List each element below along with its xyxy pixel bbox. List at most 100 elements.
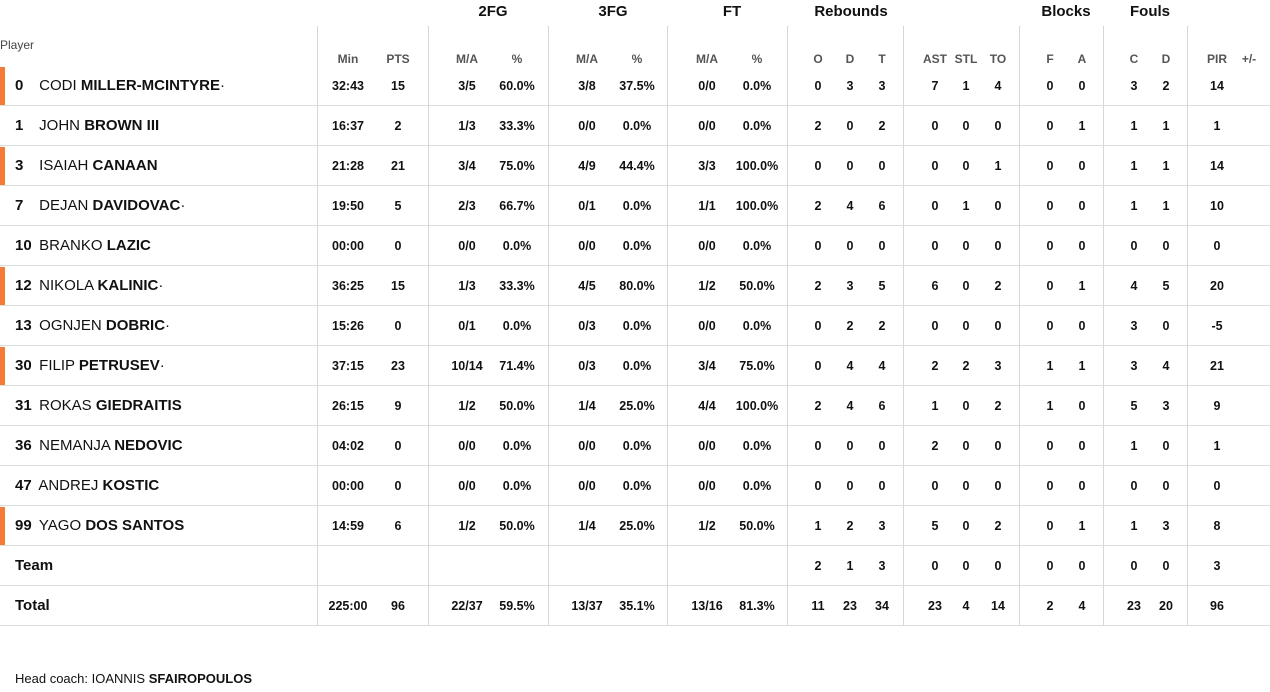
stat-foul-d: 4 <box>1162 359 1170 373</box>
player-row[interactable]: 47 ANDREJ KOSTIC 00:00 0 0/0 0.0% 0/0 0.0% 0/0 0… <box>0 466 1270 506</box>
player-name[interactable]: 7 DEJAN DAVIDOVAC· <box>15 186 185 226</box>
stat-pts: 96 <box>391 599 405 613</box>
row-label: Total <box>15 597 50 614</box>
stat-ft-ma: 0/0 <box>698 239 716 253</box>
player-name[interactable]: 0 CODI MILLER-MCINTYRE· <box>15 66 225 106</box>
header-pts: PTS <box>386 52 410 66</box>
player-row[interactable]: 30 FILIP PETRUSEV· 37:15 23 10/14 71.4% 0/3 0.… <box>0 346 1270 386</box>
stat-stl: 0 <box>962 559 970 573</box>
stat-blk-f: 1 <box>1046 359 1054 373</box>
stat-blk-a: 4 <box>1078 599 1086 613</box>
stat-reb-d: 4 <box>846 199 854 213</box>
stat-stl: 0 <box>962 319 970 333</box>
total-row: Total 225:00 96 22/37 59.5% 13/37 35.1% 13/16 81… <box>0 586 1270 626</box>
player-row[interactable]: 99 YAGO DOS SANTOS 14:59 6 1/2 50.0% 1/4 25.0%… <box>0 506 1270 546</box>
player-first-name: YAGO <box>38 517 82 534</box>
stat-3fg-ma: 0/1 <box>578 199 596 213</box>
player-row[interactable]: 31 ROKAS GIEDRAITIS 26:15 9 1/2 50.0% 1/4 25.0… <box>0 386 1270 426</box>
stat-3fg-ma: 0/0 <box>578 479 596 493</box>
stat-to: 4 <box>994 79 1002 93</box>
stat-min: 26:15 <box>332 399 364 413</box>
stat-blk-a: 1 <box>1078 119 1086 133</box>
player-last-name: MILLER-MCINTYRE <box>80 77 220 94</box>
stat-3fg-ma: 0/0 <box>578 439 596 453</box>
stat-reb-o: 0 <box>814 319 822 333</box>
stat-blk-f: 0 <box>1046 79 1054 93</box>
stat-stl: 0 <box>962 479 970 493</box>
stat-ft-ma: 1/1 <box>698 199 716 213</box>
stat-2fg-ma: 10/14 <box>451 359 483 373</box>
group-blocks: Blocks <box>1041 3 1091 20</box>
player-name[interactable]: 3 ISAIAH CANAAN <box>15 146 158 186</box>
stat-pir: 9 <box>1213 399 1221 413</box>
stat-2fg-ma: 1/2 <box>458 399 476 413</box>
player-row[interactable]: 1 JOHN BROWN III 16:37 2 1/3 33.3% 0/0 0.0% 0/0… <box>0 106 1270 146</box>
stat-min: 32:43 <box>332 79 364 93</box>
player-name[interactable]: 10 BRANKO LAZIC <box>15 226 151 266</box>
player-last-name: GIEDRAITIS <box>95 397 182 414</box>
player-name: Team <box>15 546 53 586</box>
header-reb-t: T <box>878 52 886 66</box>
stat-reb-d: 1 <box>846 559 854 573</box>
player-row[interactable]: 13 OGNJEN DOBRIC· 15:26 0 0/1 0.0% 0/3 0.0% 0/0… <box>0 306 1270 346</box>
player-row[interactable]: 10 BRANKO LAZIC 00:00 0 0/0 0.0% 0/0 0.0% 0/0 0.… <box>0 226 1270 266</box>
stat-reb-o: 1 <box>814 519 822 533</box>
player-row[interactable]: 36 NEMANJA NEDOVIC 04:02 0 0/0 0.0% 0/0 0.0% 0/… <box>0 426 1270 466</box>
head-coach-label: Head coach: <box>15 671 88 686</box>
player-name[interactable]: 30 FILIP PETRUSEV· <box>15 346 165 386</box>
player-row[interactable]: 12 NIKOLA KALINIC· 36:25 15 1/3 33.3% 4/5 80.0… <box>0 266 1270 306</box>
stat-foul-c: 3 <box>1130 79 1138 93</box>
stat-foul-c: 5 <box>1130 399 1138 413</box>
player-last-name: BROWN III <box>84 117 160 134</box>
player-last-name: NEDOVIC <box>114 437 183 454</box>
stat-ft-ma: 0/0 <box>698 479 716 493</box>
player-name[interactable]: 12 NIKOLA KALINIC· <box>15 266 163 306</box>
player-row[interactable]: 3 ISAIAH CANAAN 21:28 21 3/4 75.0% 4/9 44.4% 3/… <box>0 146 1270 186</box>
stat-reb-o: 2 <box>814 279 822 293</box>
stat-min: 14:59 <box>332 519 364 533</box>
stat-foul-d: 1 <box>1162 199 1170 213</box>
player-row[interactable]: 7 DEJAN DAVIDOVAC· 19:50 5 2/3 66.7% 0/1 0.0% 1… <box>0 186 1270 226</box>
player-name[interactable]: 36 NEMANJA NEDOVIC <box>15 426 183 466</box>
stat-blk-a: 0 <box>1078 79 1086 93</box>
head-coach-first-name: IOANNIS <box>91 671 146 686</box>
player-name[interactable]: 31 ROKAS GIEDRAITIS <box>15 386 182 426</box>
stat-ast: 0 <box>931 319 939 333</box>
stat-ft-pct: 0.0% <box>742 479 772 493</box>
stat-pir: 1 <box>1213 119 1221 133</box>
stat-pir: 96 <box>1210 599 1224 613</box>
stat-blk-f: 0 <box>1046 279 1054 293</box>
player-first-name: BRANKO <box>39 237 103 254</box>
stat-ft-pct: 0.0% <box>742 79 772 93</box>
player-first-name: ISAIAH <box>39 157 89 174</box>
stat-foul-d: 0 <box>1162 239 1170 253</box>
player-row[interactable]: 0 CODI MILLER-MCINTYRE· 32:43 15 3/5 60.0% 3/… <box>0 66 1270 106</box>
player-name[interactable]: 1 JOHN BROWN III <box>15 106 159 146</box>
header-3fg-pct: % <box>631 52 643 66</box>
stat-to: 3 <box>994 359 1002 373</box>
header-2fg-ma: M/A <box>456 52 478 66</box>
stat-pts: 6 <box>394 519 402 533</box>
stat-ast: 5 <box>931 519 939 533</box>
stat-pts: 23 <box>391 359 405 373</box>
stat-ft-pct: 50.0% <box>739 279 775 293</box>
stat-stl: 2 <box>962 359 970 373</box>
stat-min: 37:15 <box>332 359 364 373</box>
stat-reb-o: 2 <box>814 119 822 133</box>
stat-stl: 0 <box>962 439 970 453</box>
player-name[interactable]: 13 OGNJEN DOBRIC· <box>15 306 170 346</box>
stat-reb-o: 2 <box>814 399 822 413</box>
stat-reb-o: 0 <box>814 359 822 373</box>
player-name[interactable]: 47 ANDREJ KOSTIC <box>15 466 159 506</box>
stat-reb-t: 2 <box>878 119 886 133</box>
starter-marker <box>0 267 5 305</box>
stat-foul-d: 0 <box>1162 559 1170 573</box>
group-fouls: Fouls <box>1130 3 1170 20</box>
stat-ft-pct: 50.0% <box>739 519 775 533</box>
stat-to: 0 <box>994 559 1002 573</box>
stat-3fg-ma: 0/0 <box>578 119 596 133</box>
player-name[interactable]: 99 YAGO DOS SANTOS <box>15 506 184 546</box>
stat-min: 00:00 <box>332 239 364 253</box>
stat-to: 2 <box>994 279 1002 293</box>
player-first-name: JOHN <box>39 117 81 134</box>
